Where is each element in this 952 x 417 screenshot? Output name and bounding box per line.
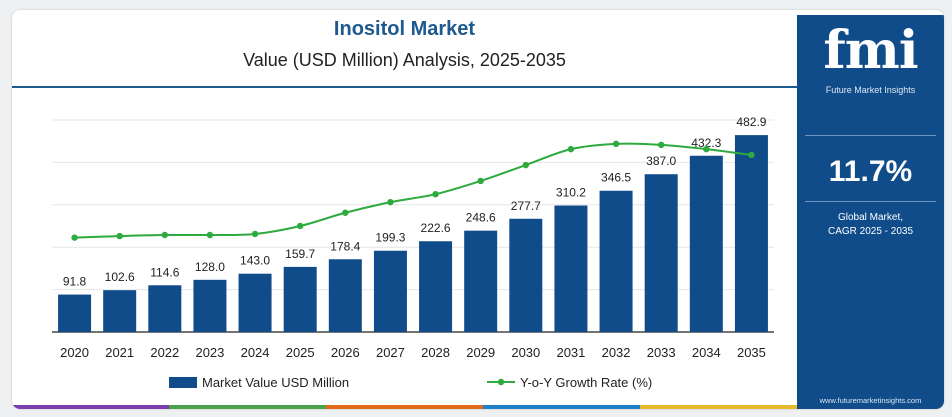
growth-line (74, 142, 752, 239)
bar (644, 174, 678, 332)
logo-caption: Future Market Insights (825, 85, 916, 95)
growth-point (657, 141, 665, 149)
bar (238, 273, 272, 332)
bar (509, 218, 543, 332)
legend-swatch-bars (169, 377, 197, 388)
bar-value-label: 114.6 (150, 265, 179, 279)
bar-value-label: 277.7 (511, 199, 541, 213)
growth-point (567, 145, 575, 153)
growth-point (387, 198, 394, 206)
x-tick-label: 2030 (511, 345, 540, 360)
chart-title: Inositol Market (333, 18, 476, 40)
x-tick-label: 2024 (241, 345, 270, 360)
footer-color-segment (169, 405, 326, 409)
x-tick-label: 2028 (421, 345, 450, 360)
chart-card: Inositol Market Value (USD Million) Anal… (12, 10, 944, 409)
bar (599, 190, 633, 332)
growth-point (612, 140, 620, 148)
legend-label-line: Y-o-Y Growth Rate (%) (520, 375, 652, 390)
bar (689, 155, 723, 332)
bar-value-label: 159.7 (285, 247, 315, 261)
bar (193, 279, 227, 332)
x-tick-label: 2022 (150, 345, 179, 360)
x-tick-label: 2023 (195, 345, 224, 360)
footer-color-bar (12, 405, 797, 409)
x-tick-label: 2033 (647, 345, 676, 360)
x-tick-label: 2032 (602, 345, 631, 360)
bar-value-label: 482.9 (736, 115, 766, 129)
cagr-value: 11.7% (828, 155, 913, 188)
website-link[interactable]: www.futuremarketinsights.com (819, 396, 922, 405)
sidebar-panel: fmi Future Market Insights 11.7% Global … (797, 15, 944, 409)
cagr-label-line-2: CAGR 2025 - 2035 (827, 226, 914, 237)
sidebar-divider (805, 201, 936, 202)
bar-value-label: 91.8 (63, 275, 87, 289)
x-tick-label: 2025 (286, 345, 315, 360)
bar (419, 241, 453, 332)
growth-point (161, 231, 169, 239)
growth-point (206, 231, 214, 239)
growth-point (296, 222, 304, 230)
bar-value-label: 222.6 (421, 221, 451, 235)
legend-label-bars: Market Value USD Million (202, 375, 349, 390)
x-tick-label: 2020 (60, 345, 89, 360)
cagr-label-line-1: Global Market, (837, 212, 904, 223)
footer-color-segment (483, 405, 640, 409)
bar-value-label: 346.5 (601, 171, 631, 185)
bar (734, 135, 768, 332)
growth-point (748, 151, 755, 159)
x-tick-label: 2026 (331, 345, 360, 360)
growth-point (71, 234, 78, 241)
x-tick-label: 2031 (556, 345, 585, 360)
growth-point (432, 191, 439, 198)
x-tick-label: 2021 (105, 345, 134, 360)
bar-value-label: 310.2 (556, 186, 586, 200)
chart-subtitle: Value (USD Million) Analysis, 2025-2035 (243, 50, 566, 70)
bar (283, 266, 317, 332)
footer-color-segment (640, 405, 797, 409)
chart-plot: 91.8 102.6 114.6 128.0 143.0 159.7 178.4 199.3 2… (52, 115, 774, 390)
bar-value-label: 178.4 (330, 239, 360, 253)
growth-point (251, 230, 259, 238)
bar (148, 285, 182, 332)
x-tick-label: 2027 (376, 345, 405, 360)
cagr-label: Global Market, CAGR 2025 - 2035 (797, 211, 944, 239)
bar (103, 290, 137, 332)
footer-color-segment (326, 405, 483, 409)
bar (328, 259, 362, 332)
bar-value-label: 248.6 (466, 211, 496, 225)
growth-point (342, 209, 349, 216)
title-divider (12, 86, 797, 88)
sidebar-divider (805, 135, 936, 136)
bar (373, 250, 407, 332)
bar (554, 205, 588, 332)
x-tick-label: 2034 (692, 345, 721, 360)
fmi-logo: fmi (823, 20, 918, 81)
x-tick-label: 2035 (737, 345, 766, 360)
bar (464, 230, 498, 332)
bar-value-label: 199.3 (375, 231, 405, 245)
bar (58, 294, 92, 332)
growth-point (522, 161, 530, 169)
growth-point (116, 232, 123, 240)
bar-value-label: 128.0 (195, 260, 225, 274)
bar-value-label: 387.0 (646, 154, 676, 168)
footer-color-segment (12, 405, 169, 409)
bar-value-label: 432.3 (691, 136, 721, 150)
growth-point (477, 177, 484, 185)
bar-value-label: 143.0 (240, 254, 270, 268)
bar-value-label: 102.6 (105, 270, 135, 284)
x-tick-label: 2029 (466, 345, 495, 360)
growth-point (703, 145, 710, 153)
legend-marker-line (497, 378, 505, 386)
